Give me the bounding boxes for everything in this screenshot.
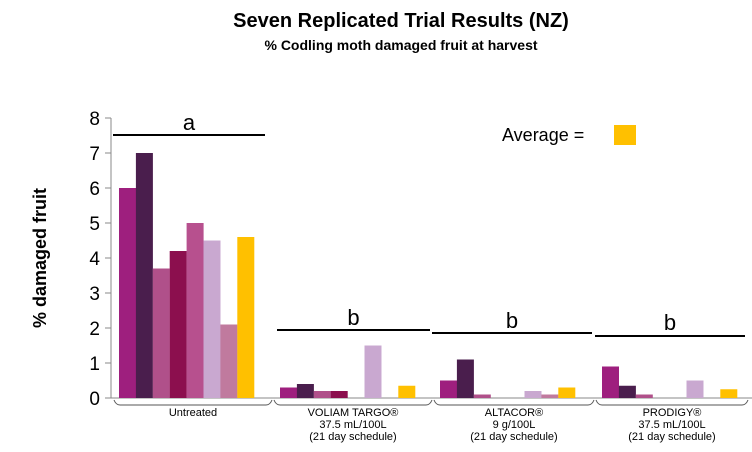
trial-bar — [169, 251, 187, 398]
chart-subtitle: % Codling moth damaged fruit at harvest — [264, 37, 537, 53]
trial-bar — [203, 240, 221, 398]
significance-letter: b — [664, 310, 676, 335]
trial-bar — [635, 394, 653, 398]
category-label: 37.5 mL/100L — [319, 419, 386, 431]
y-tick-label: 6 — [89, 179, 100, 200]
legend-label: Average = — [502, 125, 584, 145]
trial-bar — [456, 359, 474, 398]
category-bracket — [113, 399, 273, 406]
trial-bar — [364, 345, 382, 398]
significance-letter: b — [506, 308, 518, 333]
y-tick-label: 1 — [89, 354, 100, 375]
category-label: VOLIAM TARGO® — [308, 407, 399, 419]
trial-bar — [152, 268, 170, 398]
category-bracket — [273, 399, 433, 406]
y-tick-label: 4 — [89, 249, 100, 270]
category-brackets — [113, 399, 749, 406]
category-label: Untreated — [169, 407, 217, 419]
trial-bar — [296, 384, 314, 398]
average-bar — [558, 387, 576, 398]
y-tick-label: 2 — [89, 319, 100, 340]
category-label: 9 g/100L — [493, 419, 536, 431]
legend-average-swatch — [614, 125, 636, 145]
trial-bar — [186, 223, 204, 398]
trial-bar — [440, 380, 457, 398]
y-tick-label: 0 — [89, 389, 100, 410]
category-label: (21 day schedule) — [470, 431, 557, 443]
y-tick-label: 7 — [89, 144, 100, 165]
y-tick-label: 5 — [89, 214, 100, 235]
category-bracket — [595, 399, 749, 406]
y-ticks: 0 1 2 3 4 5 6 7 8 — [89, 109, 111, 410]
trial-bar — [524, 391, 542, 398]
category-label: (21 day schedule) — [309, 431, 396, 443]
category-label: ALTACOR® — [485, 407, 543, 419]
category-labels: Untreated VOLIAM TARGO®37.5 mL/100L(21 da… — [169, 407, 716, 443]
significance-letter: b — [347, 305, 359, 330]
trial-bar — [280, 387, 297, 398]
bars — [119, 153, 738, 398]
trial-bar — [686, 380, 704, 398]
trial-bar — [135, 153, 153, 398]
category-label: PRODIGY® — [643, 407, 702, 419]
average-bar — [237, 237, 255, 398]
chart-title: Seven Replicated Trial Results (NZ) — [233, 10, 569, 32]
trial-bar — [541, 394, 559, 398]
trial-bar — [602, 366, 619, 398]
trial-bar — [119, 188, 136, 398]
category-bracket — [433, 399, 595, 406]
y-tick-label: 8 — [89, 109, 100, 130]
trial-bar — [220, 324, 238, 398]
trial-bar — [473, 394, 491, 398]
trial-bar — [313, 391, 331, 398]
trial-bar — [330, 391, 348, 398]
y-axis-label: % damaged fruit — [30, 188, 50, 328]
significance-letter: a — [183, 110, 196, 135]
trial-bar — [618, 385, 636, 398]
significance-groups: a b b b — [113, 110, 745, 337]
category-label: (21 day schedule) — [628, 431, 715, 443]
average-bar — [720, 389, 738, 398]
average-bar — [398, 385, 416, 398]
category-label: 37.5 mL/100L — [638, 419, 705, 431]
y-tick-label: 3 — [89, 284, 100, 305]
